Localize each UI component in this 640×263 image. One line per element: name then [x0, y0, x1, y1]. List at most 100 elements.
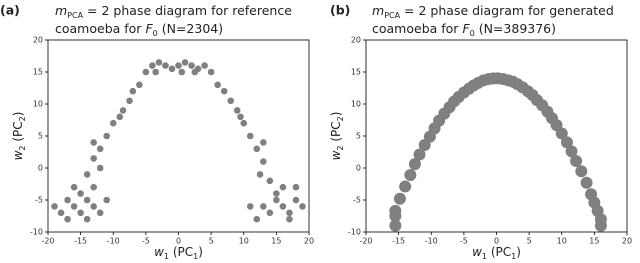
point: [64, 215, 71, 223]
point: [175, 62, 182, 69]
y-tick-label: 0: [356, 164, 361, 173]
text-segment: w: [329, 150, 343, 160]
y-tick-label: 5: [356, 132, 361, 141]
point: [565, 145, 578, 158]
point: [70, 183, 78, 191]
text-segment: w: [11, 150, 25, 160]
point: [260, 139, 267, 146]
point: [96, 145, 104, 153]
point: [246, 203, 254, 210]
text-segment: coamoeba for: [372, 21, 462, 36]
point: [90, 155, 97, 162]
panel: (a) mPCA = 2 phase diagram for referencec…: [0, 3, 314, 262]
point: [292, 196, 300, 204]
y-tick-label: 20: [33, 36, 43, 45]
point: [136, 81, 143, 89]
text-segment: ): [516, 245, 521, 259]
point: [83, 171, 91, 178]
point: [126, 97, 133, 105]
point: [57, 209, 65, 217]
text-segment: = 2 phase diagram for generated: [400, 3, 614, 18]
point: [168, 65, 176, 73]
point: [83, 196, 91, 204]
point: [142, 68, 150, 76]
point: [162, 62, 169, 69]
point: [266, 209, 274, 217]
point: [393, 192, 406, 205]
y-tick-label: -10: [348, 228, 361, 237]
point: [404, 169, 417, 182]
x-tick-label: -10: [425, 237, 438, 246]
point: [575, 165, 588, 178]
x-tick-label: 5: [209, 237, 214, 246]
x-tick-label: -5: [460, 237, 468, 246]
point: [570, 154, 583, 167]
text-segment: (PC: [487, 245, 511, 259]
point: [253, 215, 261, 223]
text-segment: 1: [193, 252, 198, 261]
x-tick-label: 20: [304, 237, 314, 246]
point: [279, 183, 287, 191]
y-tick-label: -5: [353, 196, 361, 205]
x-tick-label: 10: [557, 237, 567, 246]
point: [408, 158, 421, 171]
point: [220, 87, 228, 95]
text-segment: 0: [153, 29, 158, 38]
point: [389, 219, 402, 232]
point: [201, 62, 208, 69]
text-segment: (PC: [169, 245, 193, 259]
point: [129, 87, 137, 95]
text-segment: 2: [18, 116, 27, 121]
point: [555, 127, 568, 140]
text-segment: 2: [18, 145, 27, 150]
text-segment: coamoeba for: [55, 21, 145, 36]
text-segment: PCA: [67, 11, 83, 20]
plot-area: [365, 39, 628, 233]
point: [240, 119, 248, 127]
point: [103, 132, 111, 140]
point: [286, 209, 293, 217]
panel: (b) mPCA = 2 phase diagram for generatedc…: [329, 3, 633, 262]
point: [181, 59, 189, 66]
point: [594, 219, 607, 232]
chart-title: coamoeba for F0 (N=389376): [372, 21, 556, 39]
x-tick-label: 15: [589, 237, 599, 246]
point: [299, 203, 306, 210]
chart-title: mPCA = 2 phase diagram for reference: [55, 3, 292, 21]
point: [253, 145, 261, 153]
point: [286, 215, 293, 223]
text-segment: m: [55, 3, 67, 18]
point: [90, 203, 97, 210]
point: [389, 204, 402, 217]
x-tick-label: 5: [527, 237, 532, 246]
point: [560, 136, 573, 149]
y-tick-label: 15: [33, 68, 43, 77]
point: [109, 119, 117, 127]
point: [207, 68, 215, 76]
point: [51, 203, 58, 210]
text-segment: 2: [336, 116, 345, 121]
point: [178, 68, 186, 76]
y-tick-label: 5: [38, 132, 43, 141]
point: [188, 62, 195, 69]
point: [96, 164, 104, 172]
y-axis-label: w2 (PC2): [11, 112, 28, 161]
text-segment: F: [462, 21, 470, 36]
point: [90, 139, 97, 146]
text-segment: = 2 phase diagram for reference: [83, 3, 292, 18]
x-tick-label: 15: [271, 237, 281, 246]
point: [155, 59, 163, 66]
x-axis-label: w1 (PC1): [154, 245, 203, 262]
text-segment: (PC: [11, 121, 25, 145]
point: [233, 107, 241, 114]
y-tick-label: -5: [35, 196, 43, 205]
text-segment: w: [472, 245, 482, 259]
point: [83, 215, 91, 223]
x-tick-label: -20: [41, 237, 54, 246]
text-segment: F: [145, 21, 153, 36]
point: [96, 209, 104, 217]
text-segment: ): [11, 112, 25, 117]
x-tick-label: -15: [392, 237, 405, 246]
x-tick-label: 0: [494, 237, 499, 246]
